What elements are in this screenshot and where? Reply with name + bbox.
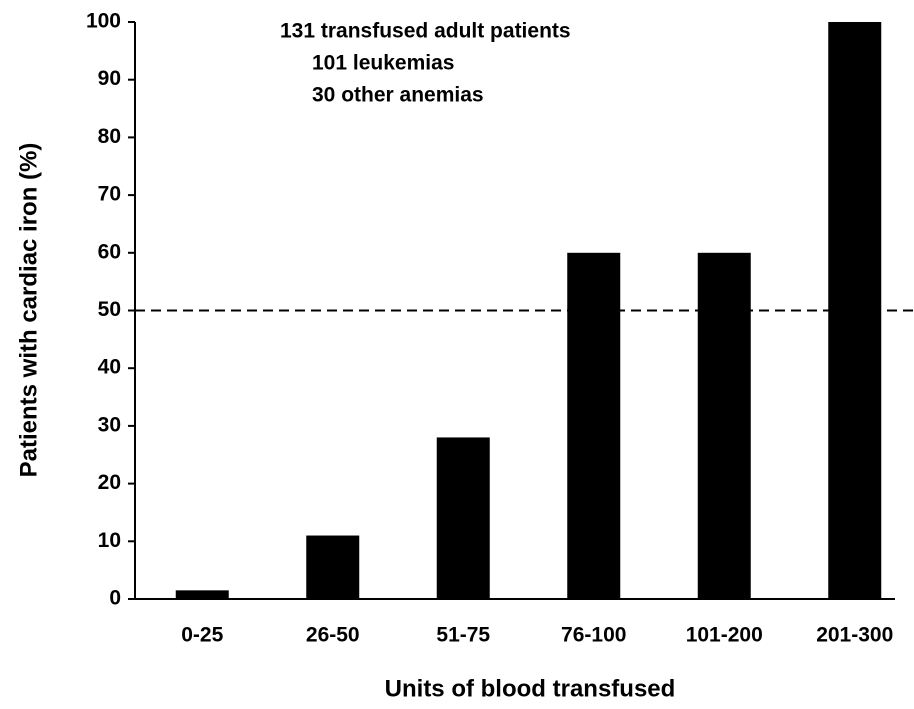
y-tick-label: 20 — [98, 471, 121, 494]
bar — [436, 437, 490, 599]
y-tick-label: 30 — [98, 413, 121, 436]
y-tick-label: 70 — [98, 183, 121, 206]
x-tick-label: 51-75 — [436, 624, 490, 647]
x-axis-title: Units of blood transfused — [385, 675, 676, 702]
y-tick-label: 0 — [109, 587, 121, 610]
x-tick-label: 76-100 — [561, 624, 626, 647]
y-tick-label: 10 — [98, 529, 121, 552]
annotation: 101 leukemias — [312, 52, 454, 75]
x-tick-label: 26-50 — [306, 624, 360, 647]
annotation: 131 transfused adult patients — [280, 20, 571, 43]
y-tick-label: 40 — [98, 356, 121, 379]
x-tick-label: 101-200 — [686, 624, 763, 647]
y-tick-label: 100 — [86, 10, 121, 33]
bar — [567, 252, 621, 600]
bar — [306, 535, 360, 599]
y-tick-label: 50 — [98, 298, 121, 321]
y-axis-title: Patients with cardiac iron (%) — [15, 143, 42, 478]
x-tick-label: 0-25 — [181, 624, 223, 647]
y-tick-label: 90 — [98, 67, 121, 90]
bar — [175, 590, 229, 599]
annotation: 30 other anemias — [312, 84, 484, 107]
bar — [697, 252, 751, 600]
x-tick-label: 201-300 — [816, 624, 893, 647]
y-tick-label: 80 — [98, 125, 121, 148]
y-tick-label: 60 — [98, 240, 121, 263]
